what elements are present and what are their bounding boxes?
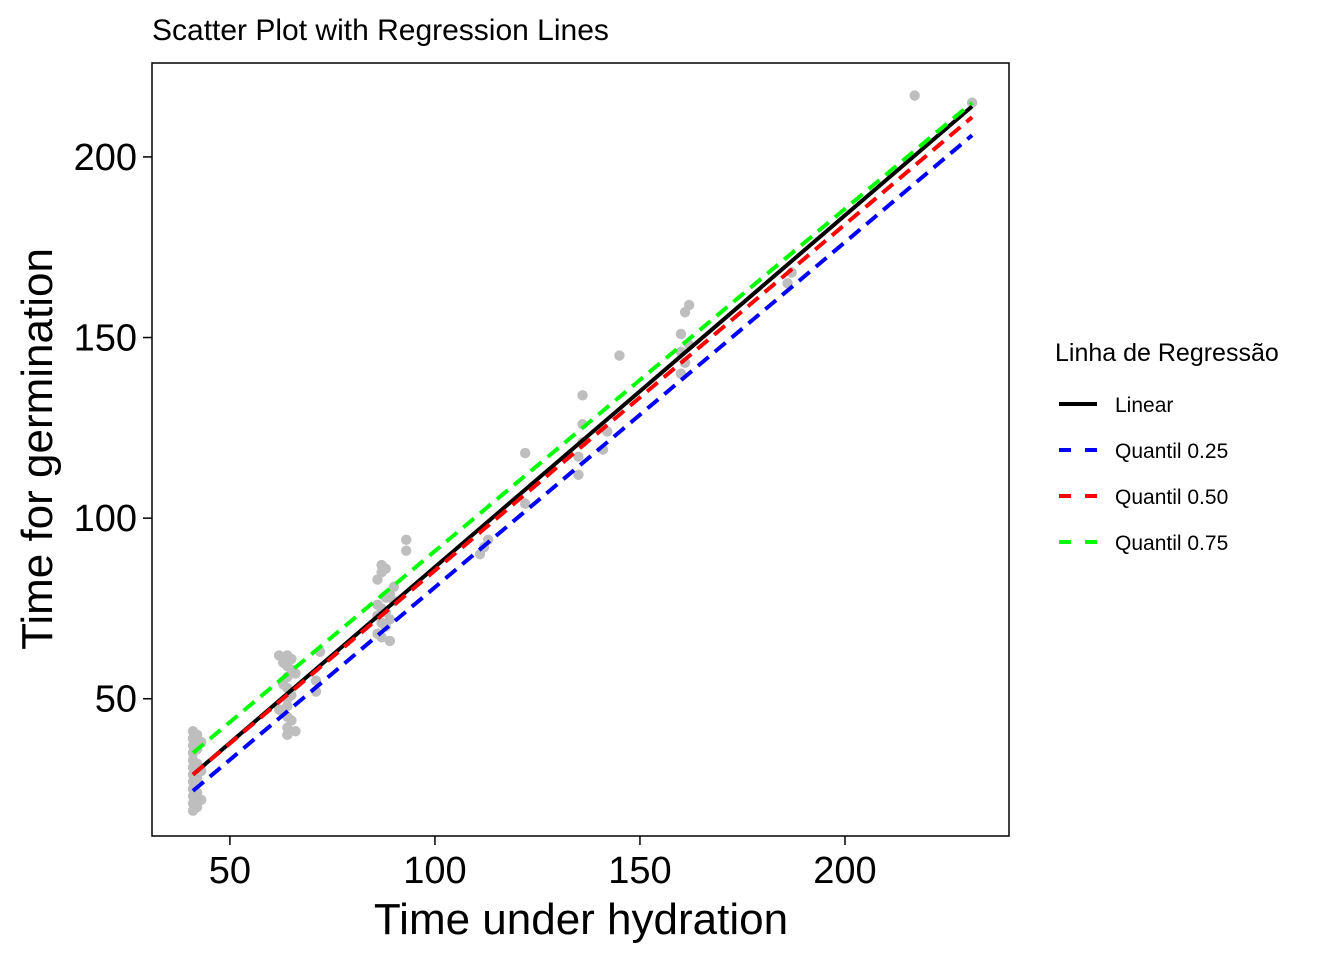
- data-point: [290, 668, 301, 679]
- data-point: [573, 451, 584, 462]
- data-point: [384, 635, 396, 647]
- regression-lines: [191, 101, 974, 793]
- data-point: [614, 350, 625, 361]
- data-point: [675, 328, 687, 340]
- regression-line-quantil-0-75: [191, 101, 974, 755]
- legend: Linha de Regressão Linear Quantil 0.25 Qua…: [1055, 339, 1279, 555]
- data-point: [401, 534, 412, 546]
- x-tick-label: 50: [209, 850, 251, 892]
- data-point: [273, 704, 285, 715]
- data-point: [196, 794, 207, 806]
- legend-label: Quantil 0.75: [1115, 532, 1228, 555]
- regression-line-linear: [191, 104, 974, 777]
- x-tick-label: 200: [813, 850, 876, 892]
- data-point: [286, 653, 297, 665]
- data-point: [286, 715, 297, 726]
- chart-title: Scatter Plot with Regression Lines: [152, 14, 609, 47]
- regression-line-quantil-0-25: [191, 133, 974, 793]
- y-tick-label: 150: [74, 318, 137, 360]
- data-point: [290, 726, 301, 737]
- legend-label: Linear: [1115, 394, 1173, 417]
- x-axis: 50 100 150 200: [209, 836, 877, 892]
- data-point: [282, 729, 293, 741]
- data-point: [573, 469, 584, 480]
- data-point: [384, 614, 396, 625]
- y-axis-title: Time for germination: [13, 248, 62, 650]
- legend-title: Linha de Regressão: [1055, 339, 1279, 367]
- y-tick-label: 100: [74, 498, 137, 540]
- data-point: [519, 447, 531, 459]
- x-tick-label: 100: [403, 850, 466, 892]
- x-tick-label: 150: [608, 850, 671, 892]
- data-point: [273, 650, 285, 661]
- x-axis-title: Time under hydration: [374, 895, 788, 944]
- data-point: [401, 545, 412, 556]
- y-tick-label: 200: [74, 137, 137, 179]
- legend-label: Quantil 0.50: [1115, 486, 1228, 509]
- regression-line-quantil-0-50: [191, 115, 974, 777]
- y-axis: 50 100 150 200: [74, 137, 152, 721]
- data-point: [380, 563, 391, 574]
- data-point: [909, 90, 920, 101]
- data-point: [683, 299, 695, 311]
- plot-panel-border: [151, 62, 1010, 837]
- data-point: [577, 390, 588, 401]
- data-point: [519, 498, 531, 509]
- y-tick-label: 50: [95, 679, 137, 721]
- legend-label: Quantil 0.25: [1115, 440, 1228, 463]
